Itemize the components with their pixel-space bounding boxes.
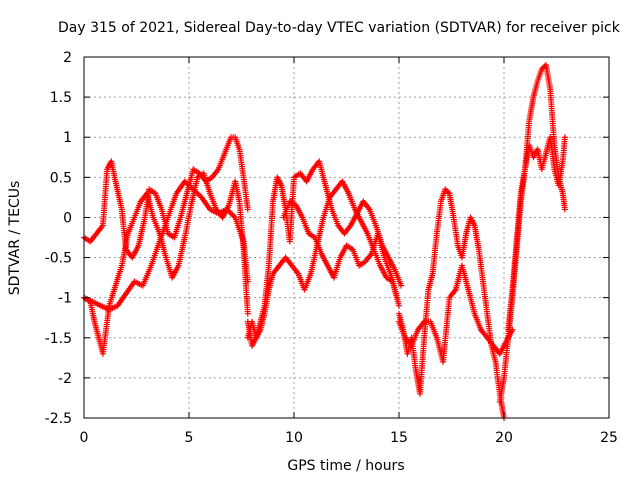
chart-tick-labels: 0 5 10 15 20 25 -2.5 -2 -1.5 -1 -0.5 0 0.5 1 1.5 2 [45,50,618,446]
x-axis-label: GPS time / hours [287,458,404,474]
series-track-d [244,158,405,349]
series-track-j [505,134,568,333]
y-tick-label: -2.5 [45,411,72,427]
data-point-markers [81,170,251,357]
series-track-c [81,178,251,313]
y-tick-label: -1.5 [45,331,72,347]
series-track-g [396,186,507,421]
x-tick-label: 10 [285,430,303,446]
data-point-markers [244,178,402,341]
y-tick-label: -2 [58,371,72,387]
x-tick-label: 25 [600,430,618,446]
series-track-e [244,178,402,341]
data-point-markers [496,62,568,405]
x-tick-label: 5 [185,430,194,446]
chart-data-marks [81,62,568,421]
y-tick-label: 1 [63,130,72,146]
series-track-f [280,198,400,301]
chart-title: Day 315 of 2021, Sidereal Day-to-day VTE… [58,20,621,36]
y-tick-label: -1 [58,291,72,307]
y-tick-label: 0 [63,210,72,226]
x-tick-label: 15 [390,430,408,446]
data-point-markers [244,158,405,349]
data-point-markers [81,134,251,261]
data-point-markers [280,198,400,301]
x-tick-label: 0 [80,430,89,446]
y-tick-label: -0.5 [45,251,72,267]
series-track-i [496,62,568,405]
y-tick-label: 1.5 [50,90,72,106]
data-point-markers [81,178,251,313]
series-track-a [81,134,251,261]
y-tick-label: 2 [63,50,72,66]
data-point-markers [505,134,568,333]
y-tick-label: 0.5 [50,170,72,186]
chart-grid [84,57,609,418]
series-track-h [396,262,516,365]
series-track-b [81,170,251,357]
data-point-markers [396,186,507,421]
plot-frame [83,56,610,419]
chart-ticks [83,56,610,419]
x-tick-label: 20 [495,430,513,446]
y-axis-label: SDTVAR / TECUs [7,181,23,296]
data-point-markers [396,262,516,365]
